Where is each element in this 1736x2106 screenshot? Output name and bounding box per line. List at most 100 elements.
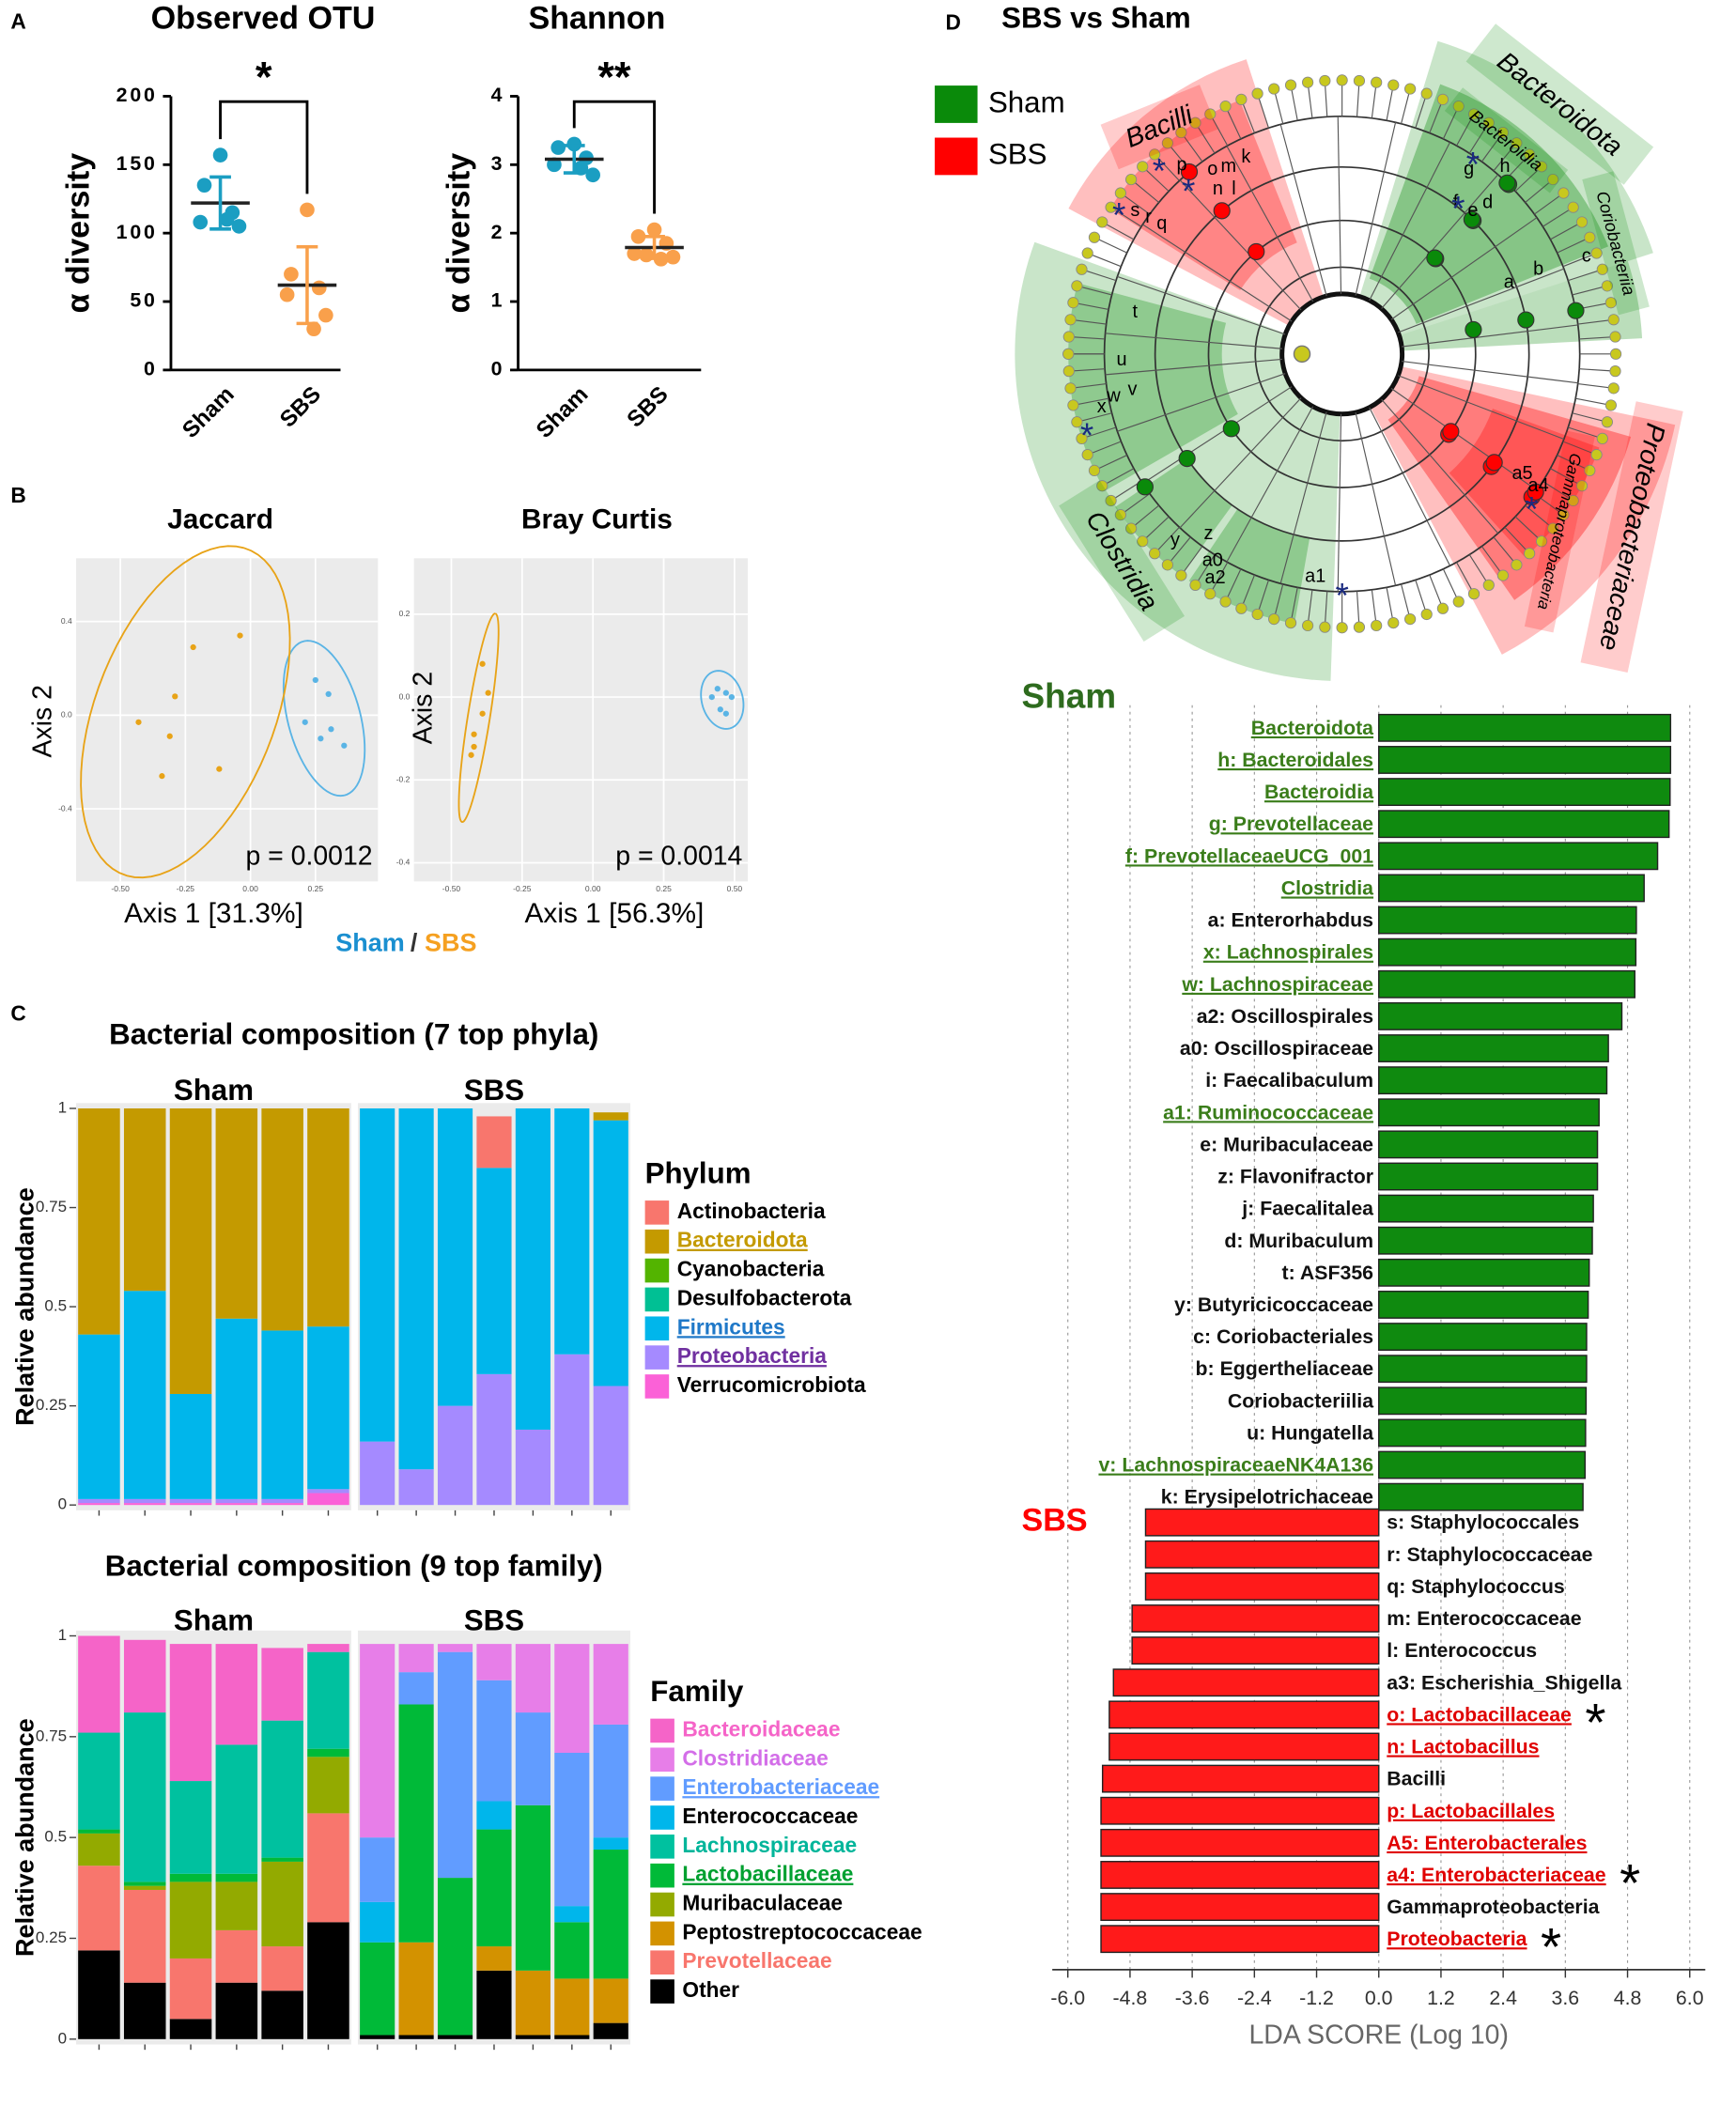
branch	[1577, 382, 1614, 389]
data-point	[630, 228, 646, 244]
branch	[1568, 426, 1603, 440]
significance-mark: *	[1525, 489, 1538, 528]
data-point	[159, 773, 165, 780]
legend-label: Sham	[988, 85, 1065, 118]
significance-mark: *	[1466, 146, 1480, 184]
bar-segment	[398, 1469, 434, 1506]
node-label: k	[1241, 147, 1250, 167]
bar-label: w: Lachnospiraceae	[1181, 973, 1373, 996]
x-tick-label: -0.25	[177, 884, 195, 893]
bar	[1378, 1291, 1589, 1319]
node-label: r	[1145, 207, 1152, 227]
bar-segment	[261, 1648, 303, 1721]
y-tick-label: 0	[58, 1495, 67, 1513]
bar	[1378, 874, 1645, 903]
data-point	[471, 731, 477, 737]
facet-label: SBS	[464, 1074, 524, 1107]
bar	[1100, 1861, 1380, 1889]
branch	[1468, 122, 1490, 154]
x-tick-label: 6.0	[1676, 1987, 1704, 2009]
x-tick-label: Sham	[532, 381, 594, 443]
branch	[1398, 375, 1565, 441]
bar-segment	[78, 1829, 120, 1834]
leaf-node	[1609, 348, 1622, 360]
bar-segment	[515, 1429, 550, 1506]
legend-swatch	[650, 1747, 674, 1773]
sub-clade-wedge	[1188, 508, 1310, 624]
leaf-node	[1175, 126, 1187, 139]
leaf-node	[1302, 619, 1314, 632]
clade-node	[1180, 163, 1199, 181]
bar-segment	[78, 1866, 120, 1951]
bar-segment	[123, 1885, 166, 1890]
bar	[1378, 1418, 1587, 1448]
leaf-node	[1219, 101, 1232, 113]
branch	[1081, 269, 1117, 282]
bar-segment	[360, 1942, 395, 2036]
bar-segment	[476, 1373, 512, 1506]
bar-label: s: Staphylococcales	[1387, 1511, 1579, 1534]
x-tick-label: 4.8	[1614, 1987, 1642, 2009]
data-point	[216, 766, 223, 772]
branch	[1356, 80, 1360, 117]
bar-segment	[169, 2019, 212, 2039]
branch	[1468, 554, 1490, 586]
data-point	[722, 689, 729, 696]
legend-label: Bacteroidota	[677, 1228, 808, 1252]
leaf-node	[1302, 76, 1314, 88]
data-point	[722, 710, 729, 717]
leaf-node	[1511, 559, 1523, 571]
y-tick-label: 0.5	[44, 1297, 67, 1315]
branch	[1386, 587, 1394, 624]
legend-swatch	[650, 1718, 674, 1743]
legend-swatch	[935, 137, 978, 176]
leaf-node	[1567, 494, 1579, 507]
bar-segment	[215, 1644, 258, 1745]
x-tick-label: 0.00	[242, 884, 258, 893]
branch	[1102, 221, 1135, 240]
bar-label: Bacteroidota	[1251, 717, 1373, 739]
group-legend-label: /	[411, 928, 418, 956]
data-point	[300, 202, 315, 218]
legend-label: Lactobacillaceae	[682, 1862, 853, 1886]
leaf-node	[1535, 161, 1548, 173]
bar-label: Clostridia	[1281, 876, 1373, 899]
branch	[1550, 221, 1583, 240]
y-tick-label: 0.25	[36, 1928, 67, 1946]
node-label: s	[1130, 200, 1139, 221]
bar	[1378, 1194, 1594, 1223]
significance-label: *	[256, 53, 272, 101]
branch	[1514, 165, 1542, 193]
bar-segment	[169, 1107, 212, 1394]
x-tick-label: SBS	[622, 381, 673, 432]
y-tick-label: 0.5	[44, 1828, 67, 1846]
branch	[1273, 583, 1284, 620]
leaf-node	[1496, 569, 1510, 581]
branch	[1290, 85, 1298, 121]
significance-mark: *	[1620, 1854, 1640, 1913]
leaf-node	[1590, 448, 1603, 461]
leaf-node	[1076, 432, 1088, 444]
chart-title: Shannon	[528, 0, 665, 36]
x-tick-label: -0.50	[442, 884, 461, 893]
legend-swatch	[644, 1374, 670, 1399]
branch	[1504, 526, 1530, 554]
bar-segment	[261, 1107, 303, 1331]
node-label: d	[1482, 192, 1493, 212]
legend-swatch	[644, 1200, 670, 1225]
branch	[1557, 237, 1590, 254]
label-box	[1580, 401, 1683, 673]
y-tick-label: 3	[491, 152, 505, 175]
bar	[1378, 937, 1637, 967]
bar-segment	[78, 1334, 120, 1499]
leaf-node	[1584, 464, 1596, 477]
tree-ring	[1154, 165, 1530, 542]
significance-mark: *	[1080, 416, 1093, 455]
branch	[1130, 504, 1160, 530]
bar-label: c: Coriobacteriales	[1193, 1325, 1373, 1348]
clade-node	[1213, 202, 1231, 220]
bar-label: n: Lactobacillus	[1387, 1736, 1539, 1758]
branch	[1290, 587, 1298, 624]
leaf-node	[1436, 602, 1449, 614]
leaf-node	[1149, 548, 1161, 560]
